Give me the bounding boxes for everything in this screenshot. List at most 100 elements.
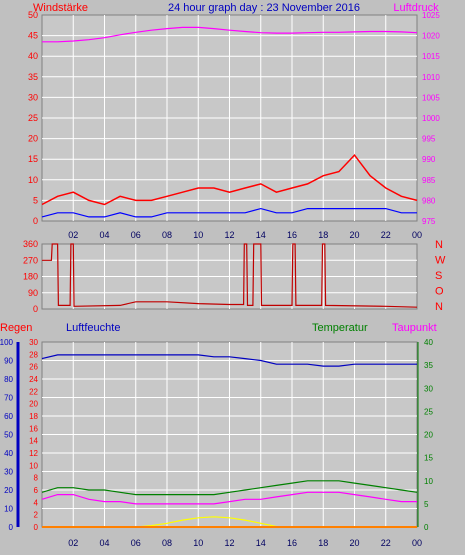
pressure-tick-label: 1010: [422, 73, 440, 82]
x-tick-label: 22: [381, 538, 391, 548]
humidity-tick-label: 100: [0, 338, 14, 347]
x-tick-label: 04: [99, 538, 109, 548]
humidity-tick-label: 0: [9, 523, 14, 532]
regen-tick-label: 2: [34, 511, 39, 520]
temperature-tick-label: 35: [424, 361, 433, 370]
pressure-tick-label: 975: [422, 217, 436, 226]
climate-x-ticks: 02 04 06 08 10 12 14 16 18 20 22 00: [68, 538, 422, 548]
x-tick-label: 04: [99, 230, 109, 240]
wind-pressure-grid: [42, 15, 417, 221]
direction-tick-label: 0: [33, 304, 38, 314]
x-tick-label: 10: [193, 538, 203, 548]
humidity-tick-label: 10: [4, 505, 13, 514]
humidity-tick-label: 90: [4, 357, 13, 366]
wind-pressure-series: [41, 26, 418, 218]
direction-tick-label: 180: [23, 272, 38, 282]
pressure-tick-label: 995: [422, 135, 436, 144]
direction-series: [42, 243, 418, 308]
regen-tick-label: 4: [34, 498, 39, 507]
climate-series: [41, 354, 418, 528]
direction-left-axis-ticks: 360 270 180 90 0: [23, 239, 38, 314]
wind-tick-label: 25: [28, 113, 38, 123]
temperatur-label: Temperatur: [312, 322, 368, 334]
pressure-tick-label: 985: [422, 176, 436, 185]
x-tick-label: 08: [162, 230, 172, 240]
humidity-tick-label: 20: [4, 486, 13, 495]
compass-label: N: [435, 239, 443, 251]
humidity-tick-label: 40: [4, 449, 13, 458]
wind-tick-label: 50: [28, 10, 38, 20]
regen-tick-label: 10: [29, 461, 38, 470]
climate-grid: [42, 342, 417, 527]
luftfeuchte-label: Luftfeuchte: [66, 322, 120, 334]
humidity-tick-label: 80: [4, 375, 13, 384]
humidity-tick-label: 50: [4, 431, 13, 440]
x-tick-label: 22: [381, 230, 391, 240]
regen-tick-label: 26: [29, 363, 38, 372]
windstaerke-label: Windstärke: [33, 2, 88, 14]
wind-gust-series: [41, 153, 418, 206]
wind-mean-series: [41, 207, 417, 218]
compass-label: W: [435, 255, 446, 267]
regen-tick-label: 18: [29, 412, 38, 421]
wind-direction-series: [42, 243, 418, 308]
temperature-tick-label: 25: [424, 407, 433, 416]
x-tick-label: 20: [349, 538, 359, 548]
direction-grid: [42, 244, 417, 309]
wind-tick-label: 0: [33, 216, 38, 226]
regen-label: Regen: [0, 322, 32, 334]
humidity-tick-label: 70: [4, 394, 13, 403]
regen-tick-label: 12: [29, 449, 38, 458]
luftdruck-label: Luftdruck: [393, 2, 439, 14]
taupunkt-label: Taupunkt: [392, 322, 437, 334]
wind-tick-label: 40: [28, 51, 38, 61]
x-tick-label: 06: [131, 230, 141, 240]
pressure-tick-label: 1025: [422, 11, 440, 20]
wind-tick-label: 10: [28, 175, 38, 185]
wind-tick-label: 5: [33, 195, 38, 205]
regen-tick-label: 20: [29, 400, 38, 409]
x-tick-label: 08: [162, 538, 172, 548]
direction-tick-label: 270: [23, 255, 38, 265]
x-tick-label: 02: [68, 538, 78, 548]
regen-tick-label: 22: [29, 387, 38, 396]
wind-tick-label: 20: [28, 134, 38, 144]
direction-tick-label: 360: [23, 239, 38, 249]
pressure-tick-label: 1000: [422, 114, 440, 123]
temperature-tick-label: 0: [424, 523, 429, 532]
x-tick-label: 18: [318, 230, 328, 240]
compass-label: S: [435, 270, 442, 282]
pressure-tick-label: 1005: [422, 93, 440, 102]
pressure-tick-label: 990: [422, 155, 436, 164]
wind-tick-label: 15: [28, 154, 38, 164]
x-tick-label: 12: [224, 538, 234, 548]
taupunkt-series: [41, 491, 417, 505]
regen-tick-label: 14: [29, 437, 38, 446]
chart-title: 24 hour graph day : 23 November 2016: [168, 2, 360, 14]
temperature-tick-label: 40: [424, 338, 433, 347]
x-tick-label: 10: [193, 230, 203, 240]
temperature-tick-label: 15: [424, 454, 433, 463]
pressure-right-axis-ticks: 1025 1020 1015 1010 1005 1000 995 990 985 980 975: [422, 11, 440, 226]
x-tick-label: 06: [131, 538, 141, 548]
wind-tick-label: 45: [28, 31, 38, 41]
x-tick-label: 20: [349, 230, 359, 240]
x-tick-label: 18: [318, 538, 328, 548]
regen-tick-label: 6: [34, 486, 39, 495]
regen-tick-label: 0: [34, 523, 39, 532]
humidity-tick-label: 60: [4, 412, 13, 421]
wind-pressure-x-ticks: 02 04 06 08 10 12 14 16 18 20 22 00: [68, 230, 422, 240]
compass-label: O: [435, 286, 444, 298]
x-tick-label: 14: [256, 538, 266, 548]
luftfeuchte-series: [41, 354, 417, 367]
x-tick-label: 00: [412, 230, 422, 240]
humidity-tick-label: 30: [4, 468, 13, 477]
direction-tick-label: 90: [28, 288, 38, 298]
x-tick-label: 16: [287, 230, 297, 240]
x-tick-label: 14: [256, 230, 266, 240]
